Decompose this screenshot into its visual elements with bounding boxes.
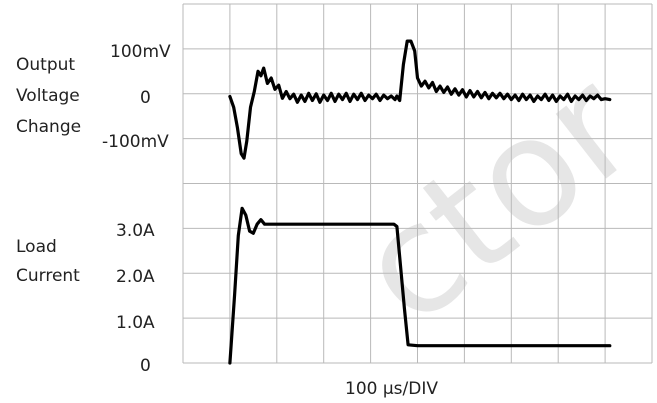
- voltage-tick-0: 0: [140, 88, 151, 108]
- voltage-tick-100mv: 100mV: [110, 42, 171, 62]
- current-tick-1a: 1.0A: [116, 313, 155, 333]
- voltage-label-line-3: Change: [16, 117, 81, 137]
- voltage-label-line-2: Voltage: [16, 86, 80, 106]
- voltage-label-line-1: Output: [16, 55, 75, 75]
- current-tick-0: 0: [140, 356, 151, 376]
- current-tick-2a: 2.0A: [116, 267, 155, 287]
- current-tick-3a: 3.0A: [116, 221, 155, 241]
- watermark: ctor: [327, 40, 657, 359]
- chart-grid: [182, 3, 653, 364]
- current-label-line-2: Current: [16, 266, 80, 286]
- time-division-label: 100 µs/DIV: [345, 379, 438, 399]
- voltage-tick-minus-100mv: -100mV: [102, 132, 169, 152]
- current-label-line-1: Load: [16, 237, 57, 257]
- voltage-trace: [228, 39, 612, 160]
- current-trace: [228, 206, 612, 365]
